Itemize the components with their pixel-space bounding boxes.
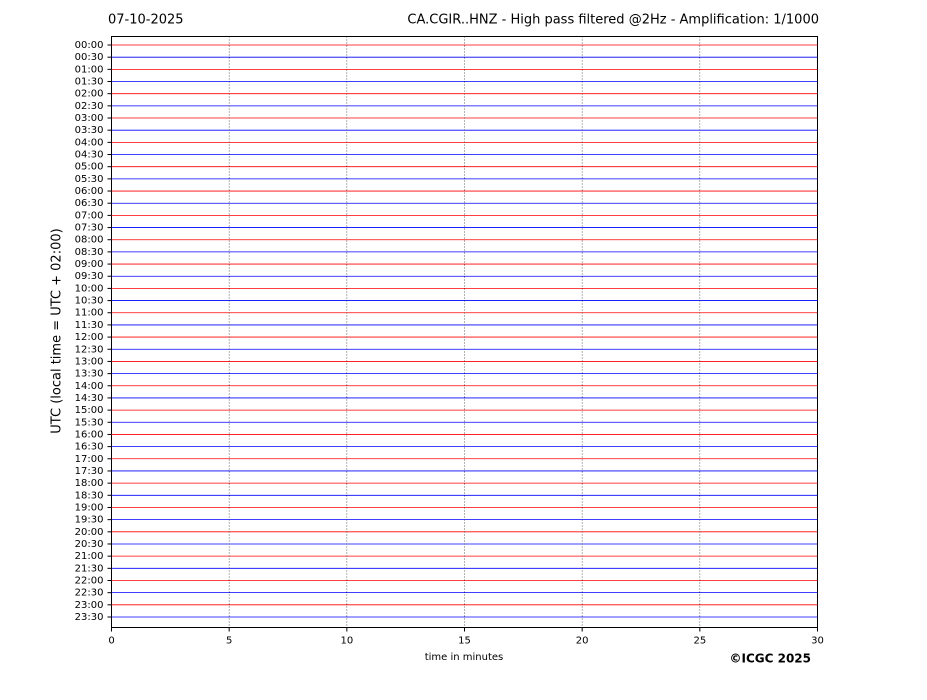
- y-tick-label: 10:00: [75, 283, 104, 294]
- y-tick-label: 06:30: [75, 198, 104, 209]
- y-tick-label: 13:00: [75, 356, 104, 367]
- y-tick-label: 23:30: [75, 612, 104, 623]
- y-tick-label: 03:00: [75, 113, 104, 124]
- y-tick-label: 00:30: [75, 52, 104, 63]
- chart-date: 07-10-2025: [108, 13, 184, 28]
- y-tick-label: 18:30: [75, 490, 104, 501]
- y-tick-label: 15:00: [75, 405, 104, 416]
- x-tick-label: 5: [226, 636, 232, 647]
- x-axis-label: time in minutes: [425, 652, 504, 663]
- x-tick-label: 20: [576, 636, 589, 647]
- plot-frame: [111, 36, 818, 628]
- y-tick-label: 16:30: [75, 442, 104, 453]
- y-tick-label: 12:00: [75, 332, 104, 343]
- y-tick-label: 09:30: [75, 271, 104, 282]
- y-tick-label: 19:30: [75, 515, 104, 526]
- y-tick-label: 22:00: [75, 575, 104, 586]
- y-tick-label: 00:00: [75, 40, 104, 51]
- y-tick-label: 07:30: [75, 223, 104, 234]
- chart-title: CA.CGIR..HNZ - High pass filtered @2Hz -…: [407, 13, 819, 28]
- y-tick-label: 17:00: [75, 454, 104, 465]
- y-tick-label: 20:00: [75, 527, 104, 538]
- x-tick-label: 10: [340, 636, 353, 647]
- y-tick-label: 14:30: [75, 393, 104, 404]
- y-tick-label: 21:30: [75, 563, 104, 574]
- y-tick-label: 08:30: [75, 247, 104, 258]
- y-tick-label: 19:00: [75, 502, 104, 513]
- y-tick-label: 14:00: [75, 381, 104, 392]
- y-tick-label: 12:30: [75, 344, 104, 355]
- y-tick-label: 17:30: [75, 466, 104, 477]
- y-tick-label: 02:30: [75, 101, 104, 112]
- y-tick-label: 01:30: [75, 77, 104, 88]
- y-tick-label: 04:00: [75, 137, 104, 148]
- y-tick-label: 09:00: [75, 259, 104, 270]
- y-tick-label: 13:30: [75, 369, 104, 380]
- copyright: ©ICGC 2025: [729, 652, 811, 666]
- y-tick-label: 16:00: [75, 429, 104, 440]
- y-tick-label: 04:30: [75, 150, 104, 161]
- y-tick-label: 01:00: [75, 64, 104, 75]
- y-tick-label: 05:30: [75, 174, 104, 185]
- y-axis-label: UTC (local time = UTC + 02:00): [50, 228, 65, 433]
- y-tick-label: 11:30: [75, 320, 104, 331]
- y-tick-label: 10:30: [75, 296, 104, 307]
- y-tick-label: 07:00: [75, 210, 104, 221]
- y-tick-label: 22:30: [75, 588, 104, 599]
- x-tick-label: 25: [693, 636, 706, 647]
- y-tick-label: 11:00: [75, 308, 104, 319]
- y-tick-label: 20:30: [75, 539, 104, 550]
- y-tick-label: 08:00: [75, 235, 104, 246]
- y-tick-label: 15:30: [75, 417, 104, 428]
- x-tick-label: 30: [811, 636, 824, 647]
- y-tick-label: 21:00: [75, 551, 104, 562]
- y-tick-label: 18:00: [75, 478, 104, 489]
- y-tick-label: 05:00: [75, 162, 104, 173]
- y-tick-label: 03:30: [75, 125, 104, 136]
- y-tick-label: 23:00: [75, 600, 104, 611]
- y-tick-label: 02:00: [75, 89, 104, 100]
- y-tick-label: 06:00: [75, 186, 104, 197]
- x-tick-label: 15: [458, 636, 471, 647]
- x-tick-label: 0: [108, 636, 114, 647]
